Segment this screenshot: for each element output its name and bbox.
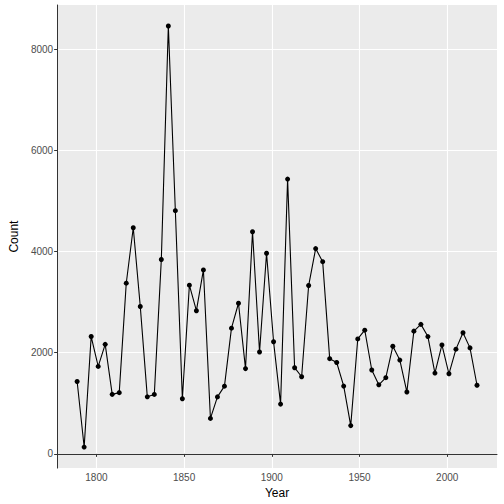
svg-text:1950: 1950 <box>348 472 371 483</box>
svg-text:0: 0 <box>48 448 54 459</box>
svg-text:1900: 1900 <box>261 472 284 483</box>
svg-text:4000: 4000 <box>31 246 54 257</box>
svg-text:Count: Count <box>7 220 21 253</box>
svg-text:1800: 1800 <box>85 472 108 483</box>
svg-text:Year: Year <box>265 486 289 500</box>
svg-text:2000: 2000 <box>436 472 459 483</box>
svg-text:1850: 1850 <box>173 472 196 483</box>
svg-text:2000: 2000 <box>31 347 54 358</box>
svg-text:8000: 8000 <box>31 44 54 55</box>
svg-text:6000: 6000 <box>31 145 54 156</box>
